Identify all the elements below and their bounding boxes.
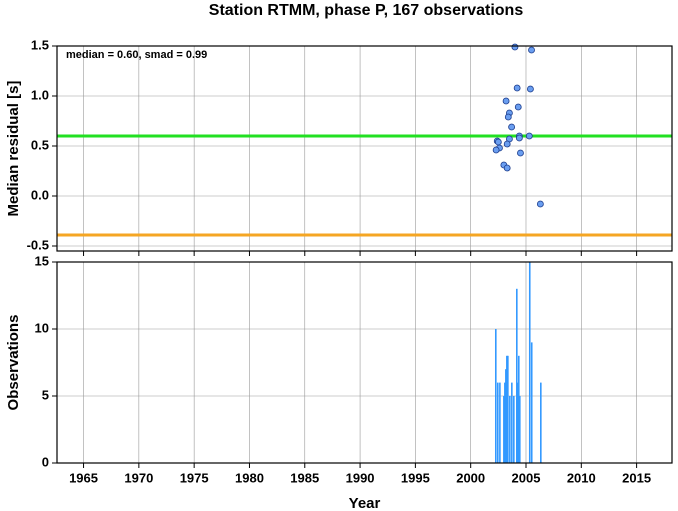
point <box>513 84 521 92</box>
bar <box>530 342 533 463</box>
y-tick-label: 10 <box>35 320 49 335</box>
point <box>527 85 534 93</box>
y-axis-label: Observations <box>5 315 22 411</box>
bar <box>517 382 519 463</box>
x-tick-label: 1970 <box>124 470 153 485</box>
point <box>536 200 544 208</box>
x-tick-label: 1965 <box>69 470 98 485</box>
point <box>511 43 519 51</box>
bar <box>540 382 542 463</box>
x-tick-label: 1975 <box>180 470 209 485</box>
x-axis-label: Year <box>349 495 381 511</box>
bar <box>516 288 518 463</box>
point <box>492 146 500 154</box>
y-tick-label: 5 <box>42 387 49 402</box>
bar <box>499 382 501 463</box>
point <box>504 113 512 121</box>
point <box>528 46 535 54</box>
x-tick-label: 1990 <box>346 470 375 485</box>
x-tick-label: 2010 <box>567 470 596 485</box>
bar <box>518 355 520 463</box>
x-tick-label: 1980 <box>235 470 264 485</box>
bar <box>518 396 521 463</box>
bar <box>496 382 499 463</box>
bar <box>507 355 509 463</box>
plot-frame <box>56 45 673 252</box>
annotation: median = 0.60, smad = 0.99 <box>66 49 207 61</box>
point <box>503 140 511 148</box>
y-axis-label: Median residual [s] <box>5 81 22 217</box>
plot-frame <box>56 261 673 464</box>
y-tick-label: 15 <box>35 253 49 268</box>
point <box>508 123 516 131</box>
figure-title: Station RTMM, phase P, 167 observations <box>209 2 524 19</box>
y-tick-label: 0 <box>42 454 49 469</box>
bar <box>528 262 531 463</box>
y-tick-label: 1.5 <box>31 37 49 52</box>
point <box>502 97 510 105</box>
bar <box>505 369 507 463</box>
point <box>525 132 533 140</box>
point <box>494 138 502 146</box>
x-tick-label: 2015 <box>622 470 651 485</box>
y-tick-label: 0.5 <box>31 137 49 152</box>
point <box>517 149 524 157</box>
bar <box>506 355 508 463</box>
bar <box>511 382 513 463</box>
x-tick-label: 1995 <box>401 470 430 485</box>
y-tick-label: 1.0 <box>31 87 49 102</box>
y-tick-label: -0.5 <box>27 237 49 252</box>
bar <box>503 396 505 463</box>
bar <box>504 382 506 463</box>
point <box>503 164 511 172</box>
bar <box>513 396 515 463</box>
bar <box>509 396 511 463</box>
x-tick-label: 1985 <box>290 470 319 485</box>
y-tick-label: 0.0 <box>31 187 49 202</box>
point <box>515 134 523 142</box>
bar <box>494 329 497 463</box>
x-tick-label: 2005 <box>512 470 541 485</box>
x-tick-label: 2000 <box>456 470 485 485</box>
point <box>514 103 522 111</box>
